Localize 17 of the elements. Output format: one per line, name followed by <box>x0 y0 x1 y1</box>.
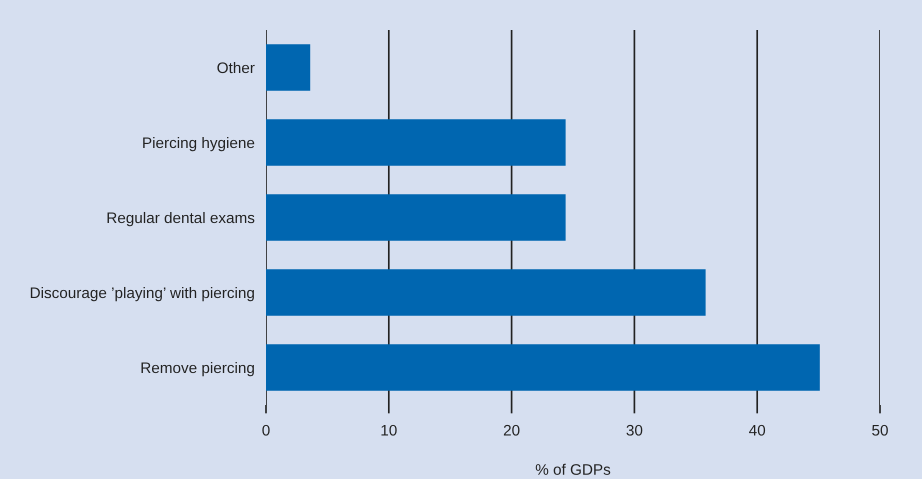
x-tick-label: 0 <box>262 424 270 436</box>
bar <box>266 44 310 91</box>
x-tick-label: 30 <box>626 424 642 436</box>
y-tick-label: Remove piercing <box>142 362 254 376</box>
y-tick-label: Piercing hygiene <box>143 136 254 152</box>
bar <box>266 194 566 241</box>
y-tick-label: Discourage ’playing’ with piercing <box>30 286 254 302</box>
x-tick-label: 10 <box>381 424 397 436</box>
x-axis-title: % of GDPs <box>536 464 610 475</box>
y-tick-label: Other <box>217 62 255 74</box>
bar <box>266 344 820 391</box>
y-tick-label: Regular dental exams <box>108 212 254 226</box>
bar <box>266 269 706 316</box>
x-tick-label: 20 <box>504 424 520 436</box>
x-tick-label: 40 <box>749 424 766 436</box>
bar <box>266 119 566 166</box>
x-tick-label: 50 <box>872 424 888 436</box>
